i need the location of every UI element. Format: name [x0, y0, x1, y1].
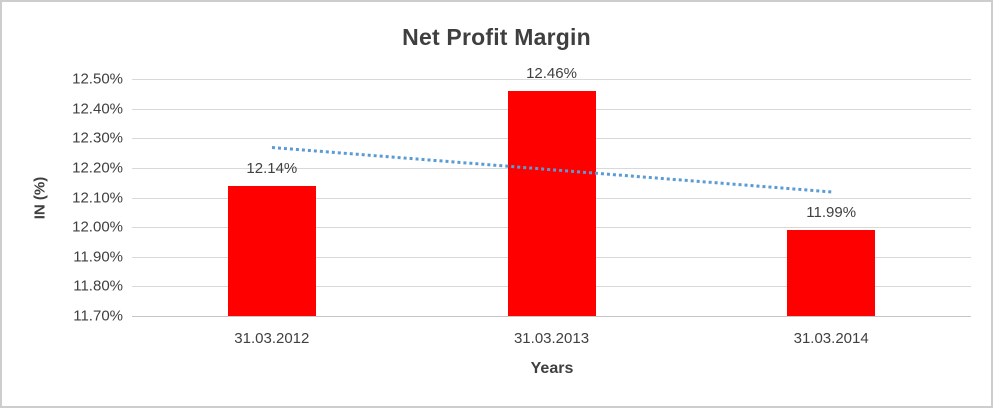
bar-31.03.2014 — [787, 230, 876, 316]
gridline — [132, 316, 971, 317]
y-tick-label: 11.70% — [73, 307, 123, 325]
gridline — [132, 79, 971, 80]
x-axis-title: Years — [530, 360, 574, 377]
bar-value-label: 12.14% — [246, 159, 298, 177]
y-tick-label: 12.10% — [72, 189, 123, 206]
x-tick-label: 31.03.2013 — [513, 330, 590, 347]
y-tick-label: 11.90% — [73, 248, 123, 266]
x-tick-label: 31.03.2014 — [793, 330, 869, 347]
bar-31.03.2013 — [507, 90, 596, 316]
y-tick-label: 12.20% — [72, 159, 123, 177]
chart-title: Net Profit Margin — [402, 24, 591, 50]
y-tick-label: 12.00% — [72, 218, 123, 236]
x-tick-label: 31.03.2012 — [234, 330, 310, 347]
plot-area: 11.70% 11.80% 11.90% 12.00% 12.10% 12.20% 12.3… — [72, 65, 971, 347]
bar-31.03.2012 — [227, 185, 316, 316]
y-tick-label: 12.50% — [72, 70, 123, 88]
y-tick-label: 11.80% — [73, 277, 123, 295]
bar-value-label: 11.99% — [806, 204, 857, 222]
y-tick-label: 12.40% — [72, 100, 123, 118]
bar-value-label: 12.46% — [526, 64, 577, 82]
y-tick-label: 12.30% — [72, 129, 123, 147]
y-axis-title: IN (%) — [31, 176, 49, 220]
